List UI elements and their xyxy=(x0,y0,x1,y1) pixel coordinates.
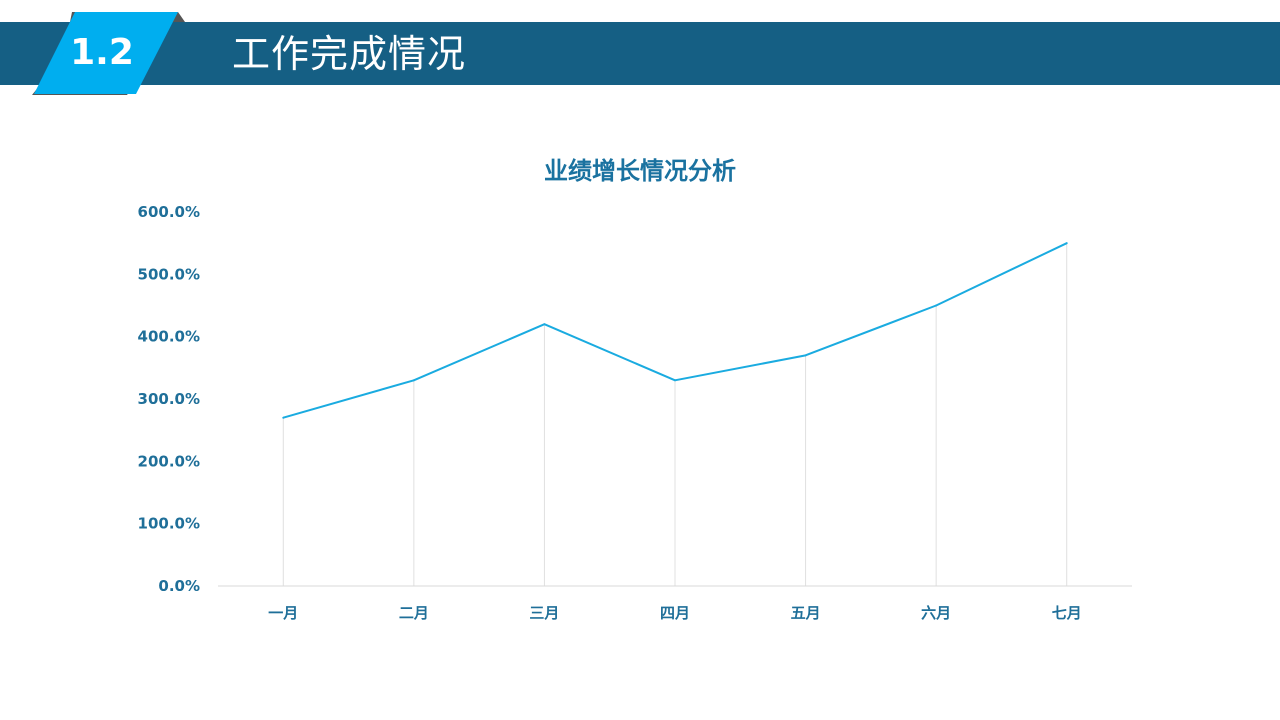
header-bar xyxy=(0,22,1280,85)
y-tick-label: 600.0% xyxy=(138,203,200,221)
x-tick-label: 三月 xyxy=(529,604,559,622)
x-tick-label: 五月 xyxy=(791,604,821,622)
data-point xyxy=(804,354,807,357)
x-tick-label: 七月 xyxy=(1052,604,1082,622)
data-point xyxy=(935,304,938,307)
y-tick-label: 400.0% xyxy=(138,328,200,346)
chart-title: 业绩增长情况分析 xyxy=(544,157,736,185)
y-tick-label: 200.0% xyxy=(138,452,200,470)
section-number: 1.2 xyxy=(70,32,134,73)
data-point xyxy=(674,379,676,382)
section-badge: 1.2 xyxy=(0,0,200,100)
data-point xyxy=(412,379,415,382)
x-tick-label: 六月 xyxy=(921,604,951,622)
badge-shape xyxy=(32,12,185,95)
y-tick-label: 300.0% xyxy=(138,390,200,408)
y-tick-label: 500.0% xyxy=(138,265,200,283)
data-point xyxy=(282,416,285,419)
page-title: 工作完成情况 xyxy=(232,32,467,76)
x-tick-label: 一月 xyxy=(268,604,298,622)
y-tick-label: 0.0% xyxy=(158,577,200,595)
y-tick-label: 100.0% xyxy=(138,515,200,533)
data-point xyxy=(1065,242,1068,245)
data-point xyxy=(543,323,546,326)
x-tick-label: 四月 xyxy=(660,604,690,622)
x-tick-label: 二月 xyxy=(399,604,429,622)
